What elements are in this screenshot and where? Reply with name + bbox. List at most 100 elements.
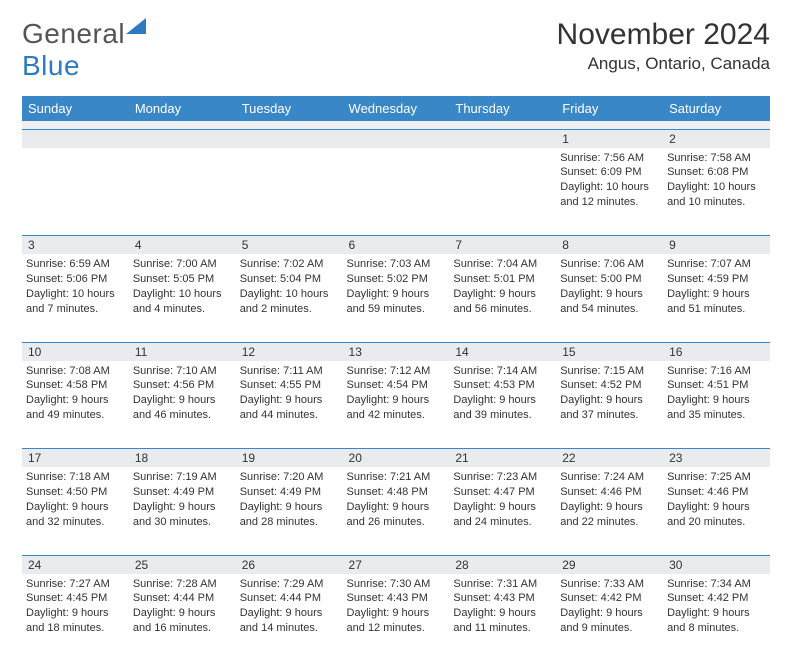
sunrise-text: Sunrise: 7:14 AM <box>453 364 552 379</box>
daylight-text: Daylight: 9 hours and 42 minutes. <box>347 393 446 423</box>
day-header: Tuesday <box>236 96 343 121</box>
sunrise-text: Sunrise: 7:21 AM <box>347 470 446 485</box>
day-cell: Sunrise: 7:19 AMSunset: 4:49 PMDaylight:… <box>129 467 236 555</box>
day-cell <box>343 148 450 236</box>
logo-word2: Blue <box>22 50 80 81</box>
day-number: 3 <box>22 236 129 255</box>
sunset-text: Sunset: 4:54 PM <box>347 378 446 393</box>
sunrise-text: Sunrise: 7:25 AM <box>667 470 766 485</box>
sunrise-text: Sunrise: 7:16 AM <box>667 364 766 379</box>
day-cell: Sunrise: 7:03 AMSunset: 5:02 PMDaylight:… <box>343 254 450 342</box>
sunset-text: Sunset: 4:52 PM <box>560 378 659 393</box>
daylight-text: Daylight: 9 hours and 30 minutes. <box>133 500 232 530</box>
sunset-text: Sunset: 4:56 PM <box>133 378 232 393</box>
daylight-text: Daylight: 10 hours and 7 minutes. <box>26 287 125 317</box>
day-cell: Sunrise: 7:11 AMSunset: 4:55 PMDaylight:… <box>236 361 343 449</box>
sunrise-text: Sunrise: 7:15 AM <box>560 364 659 379</box>
sunrise-text: Sunrise: 7:20 AM <box>240 470 339 485</box>
daylight-text: Daylight: 9 hours and 12 minutes. <box>347 606 446 636</box>
daylight-text: Daylight: 9 hours and 16 minutes. <box>133 606 232 636</box>
sunset-text: Sunset: 4:46 PM <box>560 485 659 500</box>
daylight-text: Daylight: 9 hours and 20 minutes. <box>667 500 766 530</box>
daylight-text: Daylight: 9 hours and 24 minutes. <box>453 500 552 530</box>
daylight-text: Daylight: 9 hours and 54 minutes. <box>560 287 659 317</box>
sunset-text: Sunset: 4:49 PM <box>133 485 232 500</box>
sunset-text: Sunset: 4:47 PM <box>453 485 552 500</box>
daylight-text: Daylight: 9 hours and 37 minutes. <box>560 393 659 423</box>
day-number: 27 <box>343 555 450 574</box>
day-info-row: Sunrise: 7:56 AMSunset: 6:09 PMDaylight:… <box>22 148 770 236</box>
day-number: 15 <box>556 342 663 361</box>
daylight-text: Daylight: 9 hours and 59 minutes. <box>347 287 446 317</box>
sunset-text: Sunset: 4:46 PM <box>667 485 766 500</box>
day-header: Friday <box>556 96 663 121</box>
daylight-text: Daylight: 9 hours and 22 minutes. <box>560 500 659 530</box>
day-number <box>449 129 556 148</box>
sunset-text: Sunset: 4:51 PM <box>667 378 766 393</box>
sunset-text: Sunset: 5:04 PM <box>240 272 339 287</box>
day-cell: Sunrise: 7:08 AMSunset: 4:58 PMDaylight:… <box>22 361 129 449</box>
sunrise-text: Sunrise: 7:12 AM <box>347 364 446 379</box>
sunrise-text: Sunrise: 7:28 AM <box>133 577 232 592</box>
day-cell: Sunrise: 7:28 AMSunset: 4:44 PMDaylight:… <box>129 574 236 662</box>
daylight-text: Daylight: 9 hours and 14 minutes. <box>240 606 339 636</box>
day-header: Monday <box>129 96 236 121</box>
sunrise-text: Sunrise: 7:33 AM <box>560 577 659 592</box>
daylight-text: Daylight: 9 hours and 32 minutes. <box>26 500 125 530</box>
sunrise-text: Sunrise: 7:06 AM <box>560 257 659 272</box>
sunset-text: Sunset: 5:02 PM <box>347 272 446 287</box>
daylight-text: Daylight: 9 hours and 9 minutes. <box>560 606 659 636</box>
sunrise-text: Sunrise: 7:56 AM <box>560 151 659 166</box>
sunset-text: Sunset: 4:55 PM <box>240 378 339 393</box>
day-info-row: Sunrise: 7:27 AMSunset: 4:45 PMDaylight:… <box>22 574 770 662</box>
sunset-text: Sunset: 6:08 PM <box>667 165 766 180</box>
daynum-row: 17181920212223 <box>22 449 770 468</box>
daylight-text: Daylight: 10 hours and 10 minutes. <box>667 180 766 210</box>
sunrise-text: Sunrise: 7:03 AM <box>347 257 446 272</box>
day-number: 28 <box>449 555 556 574</box>
sunrise-text: Sunrise: 7:30 AM <box>347 577 446 592</box>
daylight-text: Daylight: 9 hours and 11 minutes. <box>453 606 552 636</box>
logo: GeneralBlue <box>22 18 148 82</box>
sunset-text: Sunset: 4:42 PM <box>560 591 659 606</box>
day-number <box>129 129 236 148</box>
day-number: 9 <box>663 236 770 255</box>
day-number: 25 <box>129 555 236 574</box>
day-cell: Sunrise: 7:14 AMSunset: 4:53 PMDaylight:… <box>449 361 556 449</box>
daylight-text: Daylight: 9 hours and 18 minutes. <box>26 606 125 636</box>
day-cell: Sunrise: 7:21 AMSunset: 4:48 PMDaylight:… <box>343 467 450 555</box>
logo-triangle-icon <box>126 18 148 36</box>
day-cell: Sunrise: 7:25 AMSunset: 4:46 PMDaylight:… <box>663 467 770 555</box>
logo-word1: General <box>22 18 125 49</box>
sunrise-text: Sunrise: 7:10 AM <box>133 364 232 379</box>
day-number: 19 <box>236 449 343 468</box>
day-header: Saturday <box>663 96 770 121</box>
sunset-text: Sunset: 4:42 PM <box>667 591 766 606</box>
day-number: 18 <box>129 449 236 468</box>
day-cell: Sunrise: 7:06 AMSunset: 5:00 PMDaylight:… <box>556 254 663 342</box>
month-title: November 2024 <box>557 18 770 52</box>
day-cell <box>236 148 343 236</box>
daylight-text: Daylight: 9 hours and 39 minutes. <box>453 393 552 423</box>
sunrise-text: Sunrise: 7:07 AM <box>667 257 766 272</box>
daylight-text: Daylight: 9 hours and 26 minutes. <box>347 500 446 530</box>
sunset-text: Sunset: 4:53 PM <box>453 378 552 393</box>
sunset-text: Sunset: 4:43 PM <box>347 591 446 606</box>
day-number: 22 <box>556 449 663 468</box>
day-number <box>236 129 343 148</box>
day-header: Sunday <box>22 96 129 121</box>
sunrise-text: Sunrise: 7:29 AM <box>240 577 339 592</box>
day-number: 23 <box>663 449 770 468</box>
day-number: 5 <box>236 236 343 255</box>
location-text: Angus, Ontario, Canada <box>557 54 770 74</box>
sunrise-text: Sunrise: 7:02 AM <box>240 257 339 272</box>
day-number: 21 <box>449 449 556 468</box>
day-info-row: Sunrise: 7:08 AMSunset: 4:58 PMDaylight:… <box>22 361 770 449</box>
day-cell: Sunrise: 7:33 AMSunset: 4:42 PMDaylight:… <box>556 574 663 662</box>
day-cell: Sunrise: 7:16 AMSunset: 4:51 PMDaylight:… <box>663 361 770 449</box>
day-number <box>22 129 129 148</box>
logo-text: GeneralBlue <box>22 18 148 82</box>
sunrise-text: Sunrise: 7:58 AM <box>667 151 766 166</box>
day-cell: Sunrise: 7:10 AMSunset: 4:56 PMDaylight:… <box>129 361 236 449</box>
sunset-text: Sunset: 4:44 PM <box>133 591 232 606</box>
